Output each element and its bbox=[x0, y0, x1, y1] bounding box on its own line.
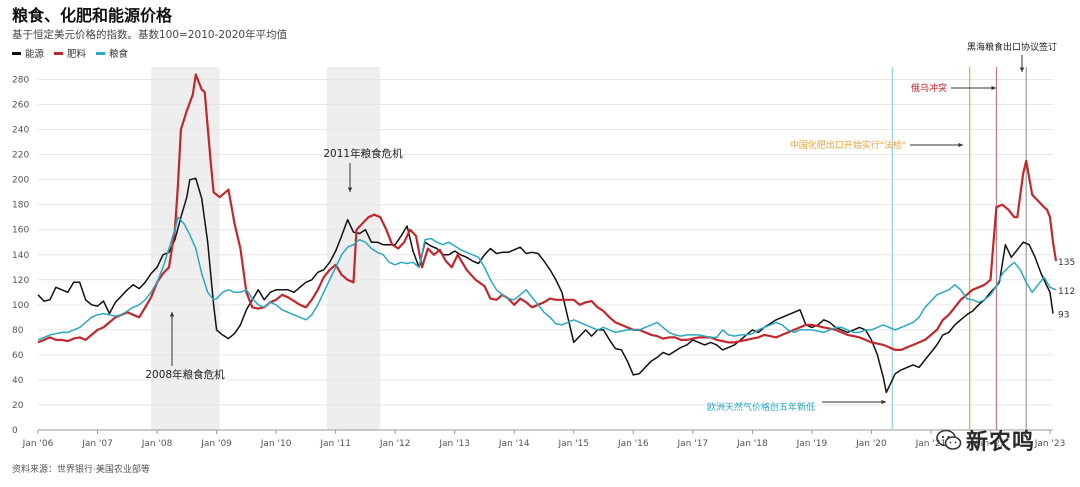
legend-swatch-food bbox=[96, 51, 106, 55]
series-line-energy bbox=[37, 177, 1054, 394]
legend-item-energy: 能源 bbox=[12, 46, 44, 60]
y-tick-label: 60 bbox=[12, 351, 24, 361]
end-label-food: 112 bbox=[1058, 287, 1075, 297]
y-tick-label: 100 bbox=[12, 301, 29, 311]
end-label-energy: 93 bbox=[1058, 311, 1069, 321]
y-tick-label: 40 bbox=[12, 376, 24, 386]
x-tick-label: Jan '09 bbox=[200, 439, 232, 449]
y-tick-label: 240 bbox=[12, 126, 29, 136]
y-tick-label: 280 bbox=[12, 76, 29, 86]
legend-item-food: 粮食 bbox=[96, 46, 128, 60]
annotation-eu-gas: 欧洲天然气价格创五年新低 bbox=[707, 401, 815, 413]
legend-swatch-fertilizer bbox=[54, 51, 64, 55]
legend-item-fertilizer: 肥料 bbox=[54, 46, 86, 60]
x-tick-label: Jan '18 bbox=[736, 439, 768, 449]
x-tick-label: Jan '08 bbox=[141, 439, 173, 449]
x-tick-label: Jan '17 bbox=[677, 439, 709, 449]
y-tick-label: 0 bbox=[12, 426, 18, 436]
y-tick-label: 260 bbox=[12, 101, 29, 111]
y-tick-label: 20 bbox=[12, 401, 24, 411]
annotation-arrow-russia-ukraine-head bbox=[991, 85, 996, 91]
y-tick-label: 220 bbox=[12, 151, 29, 161]
annotation-china-fertilizer: 中国化肥出口开始实行"法检" bbox=[790, 139, 906, 151]
x-tick-label: Jan '13 bbox=[438, 439, 470, 449]
x-tick-label: Jan '12 bbox=[379, 439, 411, 449]
legend-label-energy: 能源 bbox=[25, 49, 45, 60]
annotation-arrow-2011-head bbox=[347, 187, 353, 192]
y-tick-label: 80 bbox=[12, 326, 24, 336]
annotation-arrow-2008-head bbox=[169, 312, 175, 317]
end-label-fertilizer: 135 bbox=[1058, 258, 1075, 268]
chart-legend: 能源 肥料 粮食 bbox=[12, 46, 128, 60]
x-tick-label: Jan '21 bbox=[915, 439, 947, 449]
x-tick-label: Jan '06 bbox=[22, 439, 54, 449]
x-tick-label: Jan '22 bbox=[974, 439, 1006, 449]
x-tick-label: Jan '07 bbox=[81, 439, 113, 449]
y-tick-label: 160 bbox=[12, 226, 29, 236]
chart-subtitle: 基于恒定美元价格的指数。基数100=2010-2020年平均值 bbox=[12, 29, 288, 41]
annotation-arrow-china-fertilizer-head bbox=[958, 142, 963, 148]
y-tick-label: 120 bbox=[12, 276, 29, 286]
page-title: 粮食、化肥和能源价格 bbox=[12, 6, 173, 25]
wechat-logo-icon bbox=[936, 429, 962, 450]
watermark: 新农鸣 bbox=[936, 424, 1035, 456]
source-note: 资料来源：世界银行·美国农业部等 bbox=[12, 465, 150, 475]
annotation-arrow-eu-gas-head bbox=[881, 399, 886, 405]
annotation-arrow-black-sea-head bbox=[1019, 67, 1025, 72]
legend-label-fertilizer: 肥料 bbox=[67, 49, 87, 60]
x-tick-label: Jan '15 bbox=[557, 439, 589, 449]
x-tick-label: Jan '10 bbox=[260, 439, 292, 449]
x-tick-label: Jan '16 bbox=[617, 439, 649, 449]
annotation-russia-ukraine: 俄乌冲突 bbox=[911, 82, 947, 94]
series-line-food bbox=[37, 216, 1057, 341]
x-tick-label: Jan '11 bbox=[319, 439, 351, 449]
x-tick-label: Jan '14 bbox=[498, 439, 530, 449]
x-tick-label: Jan '20 bbox=[855, 439, 887, 449]
series-line-fertilizer bbox=[37, 73, 1058, 351]
x-tick-label: Jan '23 bbox=[1034, 439, 1066, 449]
legend-swatch-energy bbox=[12, 51, 21, 55]
x-tick-label: Jan '19 bbox=[796, 439, 828, 449]
y-tick-label: 180 bbox=[12, 201, 29, 211]
annotation-black-sea: 黑海粮食出口协议签订 bbox=[967, 41, 1057, 53]
annotation-2011-crisis: 2011年粮食危机 bbox=[323, 147, 403, 160]
legend-label-food: 粮食 bbox=[109, 49, 129, 60]
y-tick-label: 200 bbox=[12, 176, 29, 186]
y-tick-label: 140 bbox=[12, 251, 29, 261]
watermark-text: 新农鸣 bbox=[966, 430, 1036, 455]
annotation-2008-crisis: 2008年粮食危机 bbox=[145, 368, 225, 381]
